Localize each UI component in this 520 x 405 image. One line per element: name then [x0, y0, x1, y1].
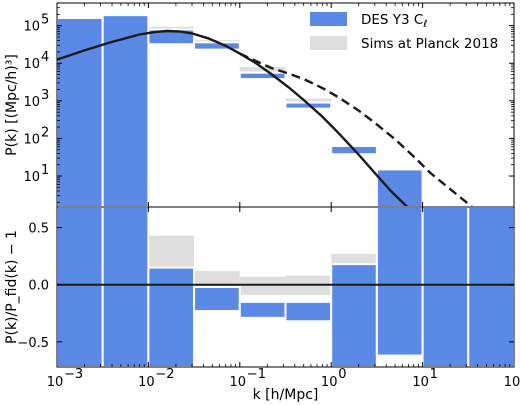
xtick-label-1: 10 [138, 375, 155, 390]
bottom-axes-frame [56, 206, 515, 368]
top-ytick-exp-1: 2 [41, 125, 49, 140]
xtick-label-3: 10 [321, 375, 338, 390]
bottom-ytick-label-1: 0.0 [28, 279, 49, 294]
bottom-des-bar-8 [421, 206, 470, 368]
bottom-des-bar-1 [101, 206, 150, 368]
bottom-des-bar-3 [193, 286, 241, 312]
xtick-exp-1: −2 [155, 367, 174, 382]
legend-swatch-sims [310, 36, 347, 50]
top-sims-bar-2 [148, 26, 195, 31]
bottom-y-axis-label: P(k)/P_fid(k) − 1 [4, 230, 20, 344]
bottom-sims-bar-6 [331, 253, 377, 265]
top-des-bar-7 [375, 168, 424, 209]
xtick-label-0: 10 [47, 375, 64, 390]
bottom-y-ticks: 0.5 0.0 −0.5 [17, 222, 514, 351]
xtick-exp-0: −3 [64, 367, 83, 382]
xtick-exp-2: −1 [247, 367, 266, 382]
top-ytick-exp-2: 3 [41, 88, 49, 103]
xtick-label-4: 10 [412, 375, 429, 390]
bottom-des-bar-9 [467, 206, 515, 368]
top-model-curves [56, 29, 474, 208]
bottom-ytick-label-2: −0.5 [17, 336, 49, 351]
bottom-des-bar-0 [56, 206, 104, 368]
x-axis-ticks: 10−310−210−1100101102 [47, 3, 520, 390]
top-des-bar-4 [238, 71, 287, 81]
top-ytick-exp-4: 5 [41, 13, 49, 28]
bottom-sims-bar-2 [148, 235, 195, 269]
top-ytick-exp-3: 4 [41, 50, 49, 65]
top-ytick-label-4: 10 [23, 20, 40, 35]
bottom-des-bar-6 [330, 263, 378, 368]
bottom-des-bar-4 [238, 300, 287, 319]
x-axis-label: k [h/Mpc] [253, 387, 319, 403]
model-curve-dashed [239, 52, 474, 208]
bottom-des-bar-5 [284, 300, 333, 323]
legend-swatch-des [310, 12, 347, 26]
top-ytick-label-0: 10 [23, 170, 40, 185]
legend: DES Y3 Cℓ Sims at Planck 2018 [310, 12, 498, 52]
bottom-sims-bar-4 [239, 276, 286, 295]
legend-label-des: DES Y3 Cℓ [361, 12, 427, 30]
bottom-ytick-label-0: 0.5 [28, 222, 49, 237]
top-ytick-exp-0: 1 [41, 163, 49, 178]
top-des-bar-2 [147, 28, 196, 46]
bottom-des-bar-2 [147, 266, 196, 369]
top-ytick-label-2: 10 [23, 95, 40, 110]
top-ytick-label-1: 10 [23, 132, 40, 147]
top-des-bar-1 [101, 14, 150, 209]
xtick-exp-3: 0 [338, 367, 346, 382]
top-y-axis-label: P(k) [(Mpc/h)³] [4, 54, 20, 156]
bottom-panel: 0.50.0−0.5 10−310−210−1100101102 P(k)/P_… [4, 3, 520, 403]
top-sims-bar-5 [285, 98, 332, 102]
top-ytick-label-3: 10 [23, 57, 40, 72]
bottom-des-bar-7 [375, 206, 424, 357]
xtick-label-2: 10 [230, 375, 247, 390]
xtick-exp-4: 1 [430, 367, 438, 382]
bottom-sims-bar-3 [194, 271, 240, 287]
xtick-label-5: 10 [504, 375, 520, 390]
legend-label-sims: Sims at Planck 2018 [361, 36, 498, 52]
